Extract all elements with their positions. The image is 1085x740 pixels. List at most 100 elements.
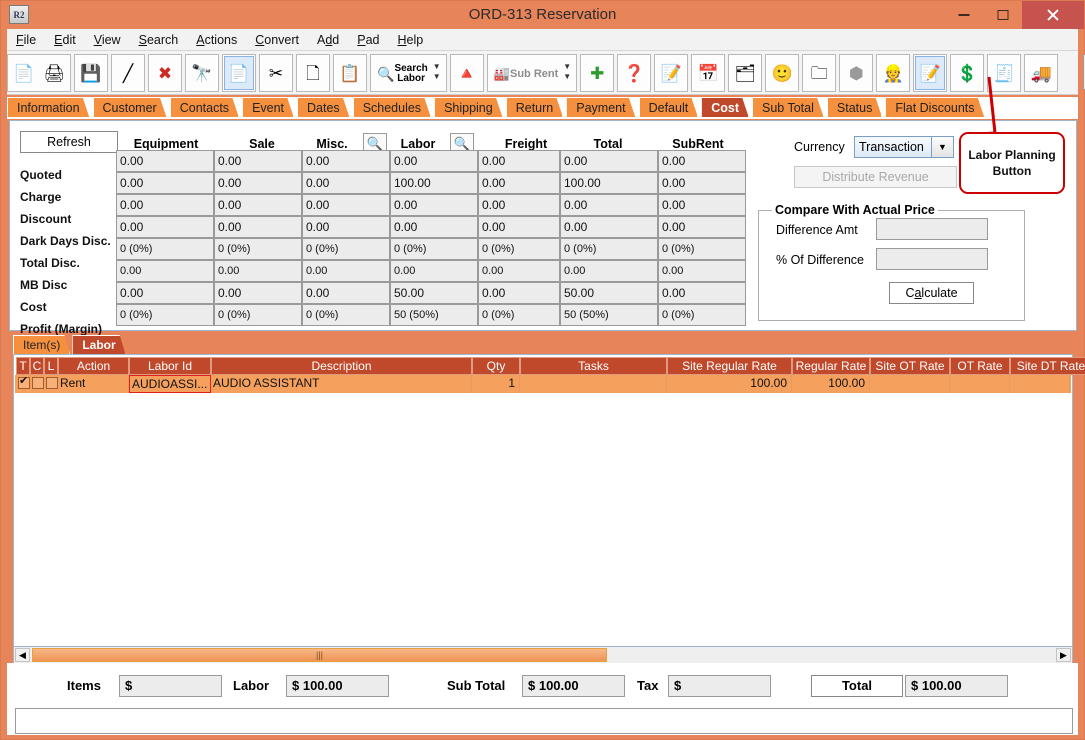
labor-search-icon[interactable]: 🔍 (450, 133, 474, 153)
tab-payment[interactable]: Payment (566, 97, 635, 118)
col-header-l[interactable]: L (44, 357, 58, 375)
col-header-t[interactable]: T (16, 357, 30, 375)
new-document-icon[interactable]: 📄 (9, 56, 39, 90)
tab-status[interactable]: Status (827, 97, 882, 118)
close-button[interactable] (1022, 1, 1084, 29)
calculate-button[interactable]: Calculate (889, 282, 974, 304)
add-plus-icon[interactable]: ✚ (582, 56, 613, 90)
col-header-site-dt-rate[interactable]: Site DT Rate (1010, 357, 1085, 375)
cell-cost-misc[interactable]: 0.00 (302, 282, 390, 304)
binoculars-icon[interactable]: 🔭 (187, 56, 217, 90)
cell-regular-rate[interactable]: 100.00 (792, 375, 870, 393)
calendar-icon[interactable]: 📅 (693, 56, 724, 90)
cell-profit-freight[interactable]: 0 (0%) (478, 304, 560, 326)
distribute-revenue-button[interactable]: Distribute Revenue (794, 166, 957, 188)
cell-quoted-sale[interactable]: 0.00 (214, 150, 302, 172)
smiley-icon[interactable]: 🙂 (767, 56, 798, 90)
difference-amt-field[interactable] (876, 218, 988, 240)
menu-item-file[interactable]: File (16, 33, 37, 47)
cell-quoted-misc[interactable]: 0.00 (302, 150, 390, 172)
row-checkbox-t[interactable] (18, 374, 30, 389)
cell-totaldisc-misc[interactable]: 0 (0%) (302, 238, 390, 260)
edit-pencil-icon[interactable]: ╱ (113, 56, 143, 90)
cell-labor-id[interactable]: AUDIOASSI... (129, 375, 211, 393)
sub-tab-items[interactable]: Item(s) (13, 335, 70, 355)
currency-select[interactable]: Transaction (854, 136, 954, 158)
menu-item-edit[interactable]: Edit (54, 33, 76, 47)
scrollbar-thumb[interactable] (32, 648, 607, 662)
col-header-qty[interactable]: Qty (472, 357, 520, 375)
total-button[interactable]: Total (811, 675, 903, 697)
cell-profit-misc[interactable]: 0 (0%) (302, 304, 390, 326)
menu-item-convert[interactable]: Convert (255, 33, 299, 47)
crew-helmet-icon[interactable]: 👷 (878, 56, 909, 90)
cell-charge-total[interactable]: 100.00 (560, 172, 658, 194)
cell-tasks[interactable] (520, 375, 667, 393)
col-header-site-ot-rate[interactable]: Site OT Rate (870, 357, 950, 375)
tab-event[interactable]: Event (242, 97, 294, 118)
menu-item-help[interactable]: Help (397, 33, 424, 47)
cell-darkdays-misc[interactable]: 0.00 (302, 216, 390, 238)
signoff-clipboard-icon[interactable]: 📝 (915, 56, 946, 90)
tab-dates[interactable]: Dates (297, 97, 350, 118)
cell-mbdisc-freight[interactable]: 0.00 (478, 260, 560, 282)
cell-discount-sale[interactable]: 0.00 (214, 194, 302, 216)
paste-clipboard-icon[interactable]: 📋 (335, 56, 365, 90)
org-chart-icon[interactable]: 🗂 (730, 56, 761, 90)
labor-planning-button[interactable] (1083, 54, 1085, 90)
cell-cost-freight[interactable]: 0.00 (478, 282, 560, 304)
cell-quoted-labor[interactable]: 0.00 (390, 150, 478, 172)
cell-discount-subrent[interactable]: 0.00 (658, 194, 746, 216)
delete-x-icon[interactable]: ✖ (150, 56, 180, 90)
col-header-tasks[interactable]: Tasks (520, 357, 667, 375)
notepad-pencil-icon[interactable]: 📝 (656, 56, 687, 90)
cell-totaldisc-labor[interactable]: 0 (0%) (390, 238, 478, 260)
labor-value[interactable]: $ 100.00 (286, 675, 389, 697)
cell-cost-sale[interactable]: 0.00 (214, 282, 302, 304)
cell-ot-rate[interactable] (950, 375, 1010, 393)
tab-schedules[interactable]: Schedules (353, 97, 431, 118)
cell-mbdisc-subrent[interactable]: 0.00 (658, 260, 746, 282)
save-icon[interactable]: 💾 (76, 56, 106, 90)
cell-mbdisc-misc[interactable]: 0.00 (302, 260, 390, 282)
menu-item-pad[interactable]: Pad (357, 33, 380, 47)
cell-discount-total[interactable]: 0.00 (560, 194, 658, 216)
copy-icon[interactable]: 🗋 (298, 56, 328, 90)
cell-totaldisc-freight[interactable]: 0 (0%) (478, 238, 560, 260)
cell-cost-total[interactable]: 50.00 (560, 282, 658, 304)
cell-cost-subrent[interactable]: 0.00 (658, 282, 746, 304)
help-spheres-icon[interactable]: ❓ (619, 56, 650, 90)
cell-discount-labor[interactable]: 0.00 (390, 194, 478, 216)
row-checkbox-c[interactable] (32, 377, 44, 389)
invoice-money-icon[interactable]: 🧾 (989, 56, 1020, 90)
cell-charge-labor[interactable]: 100.00 (390, 172, 478, 194)
sub-rent-button[interactable]: 🏭Sub Rent (488, 56, 564, 90)
cell-profit-total[interactable]: 50 (50%) (560, 304, 658, 326)
tab-default[interactable]: Default (639, 97, 699, 118)
cell-site-ot-rate[interactable] (870, 375, 950, 393)
pct-of-difference-field[interactable] (876, 248, 988, 270)
cell-charge-freight[interactable]: 0.00 (478, 172, 560, 194)
maximize-button[interactable] (983, 1, 1022, 29)
cell-totaldisc-subrent[interactable]: 0 (0%) (658, 238, 746, 260)
cell-totaldisc-total[interactable]: 0 (0%) (560, 238, 658, 260)
delivery-truck-icon[interactable]: 🚚 (1026, 56, 1057, 90)
cell-darkdays-freight[interactable]: 0.00 (478, 216, 560, 238)
tab-customer[interactable]: Customer (93, 97, 167, 118)
sub-rent-dropdown-icon[interactable]: ▼ ▼ (563, 62, 572, 81)
cell-darkdays-subrent[interactable]: 0.00 (658, 216, 746, 238)
cell-cost-labor[interactable]: 50.00 (390, 282, 478, 304)
tab-cost[interactable]: Cost (701, 97, 749, 118)
search-labor-dropdown-icon[interactable]: ▼ ▼ (432, 62, 441, 81)
cell-charge-equipment[interactable]: 0.00 (116, 172, 214, 194)
items-value[interactable]: $ (119, 675, 222, 697)
cell-quoted-freight[interactable]: 0.00 (478, 150, 560, 172)
cell-mbdisc-total[interactable]: 0.00 (560, 260, 658, 282)
col-header-description[interactable]: Description (211, 357, 472, 375)
new-from-template-icon[interactable]: 📄 (224, 56, 254, 90)
cell-charge-subrent[interactable]: 0.00 (658, 172, 746, 194)
objects-3d-icon[interactable]: 🔺 (451, 56, 482, 90)
cell-totaldisc-equipment[interactable]: 0 (0%) (116, 238, 214, 260)
cell-totaldisc-sale[interactable]: 0 (0%) (214, 238, 302, 260)
col-header-site-regular-rate[interactable]: Site Regular Rate (667, 357, 792, 375)
